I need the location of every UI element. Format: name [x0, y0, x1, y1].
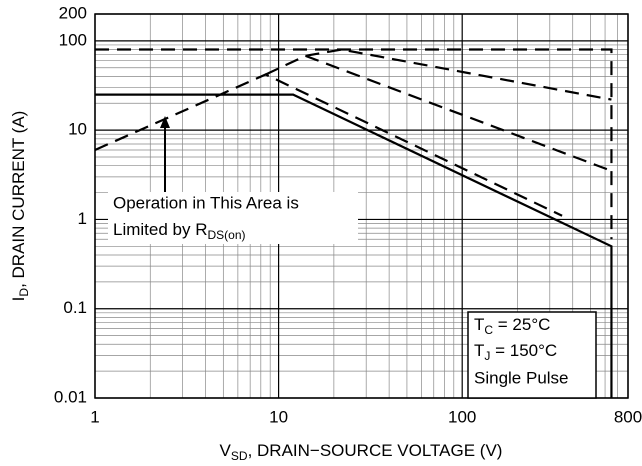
ylabel-main: I: [9, 297, 28, 302]
ylabel-rest: , DRAIN CURRENT (A): [9, 111, 28, 288]
y-tick-label: 0.1: [63, 298, 87, 317]
soa-line: [95, 48, 613, 240]
annotation-main: Limited by R: [113, 220, 207, 239]
tj-text: TJ = 150°C: [474, 341, 557, 363]
soa-line: [95, 93, 613, 398]
annotation-bg: [108, 192, 358, 244]
tc-main: T: [474, 315, 484, 334]
y-tick-label: 100: [59, 30, 87, 49]
annotation-sub: DS(on): [207, 228, 245, 242]
annotation-line1: Operation in This Area is: [113, 193, 299, 212]
xlabel-sub: SD: [231, 449, 248, 463]
y-tick-label: 10: [68, 120, 87, 139]
xlabel-main: V: [220, 441, 232, 460]
y-axis-label: ID, DRAIN CURRENT (A): [9, 111, 31, 302]
tc-rest: = 25°C: [493, 315, 550, 334]
soa-line: [265, 54, 612, 172]
tj-main: T: [474, 341, 484, 360]
pulse-text: Single Pulse: [474, 368, 569, 387]
xlabel-rest: , DRAIN−SOURCE VOLTAGE (V): [248, 441, 503, 460]
plot-frame: [94, 13, 629, 399]
soa-line: [305, 48, 612, 101]
x-axis-label: VSD, DRAIN−SOURCE VOLTAGE (V): [220, 441, 503, 463]
y-tick-label: 1: [78, 209, 87, 228]
y-tick-label: 0.01: [54, 387, 87, 406]
tc-sub: C: [484, 323, 493, 337]
ylabel-sub: D: [17, 288, 31, 297]
tj-sub: J: [484, 349, 490, 363]
x-tick-label: 800: [614, 407, 642, 426]
y-tick-label: 200: [59, 3, 87, 22]
x-tick-label: 100: [448, 407, 476, 426]
conditions-box: [467, 311, 597, 399]
tc-text: TC = 25°C: [474, 315, 550, 337]
tj-rest: = 150°C: [490, 341, 557, 360]
lines: [94, 48, 613, 398]
x-tick-label: 10: [269, 407, 288, 426]
annotation-line2: Limited by RDS(on): [113, 220, 246, 242]
arrow-head: [160, 116, 170, 128]
x-tick-label: 1: [90, 407, 99, 426]
